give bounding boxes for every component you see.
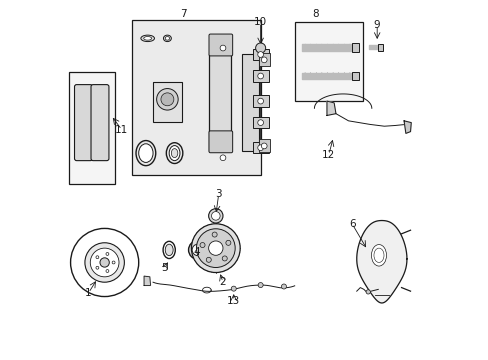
Bar [69,72,115,184]
Circle shape [85,243,124,282]
Ellipse shape [165,244,173,256]
Ellipse shape [141,35,154,41]
Circle shape [231,286,236,291]
Ellipse shape [166,143,183,163]
Circle shape [257,98,263,104]
Ellipse shape [163,241,175,258]
Circle shape [208,241,223,255]
Circle shape [225,240,230,245]
Polygon shape [403,121,410,134]
Ellipse shape [371,244,386,266]
FancyBboxPatch shape [208,131,232,153]
FancyBboxPatch shape [74,85,92,161]
Bar [351,72,358,80]
Circle shape [261,143,266,149]
Text: 12: 12 [322,150,335,160]
Ellipse shape [165,37,169,40]
Ellipse shape [139,144,153,162]
Circle shape [255,43,265,53]
Bar [252,95,268,107]
Circle shape [220,155,225,161]
Polygon shape [326,101,335,116]
Text: 4: 4 [193,247,200,257]
Polygon shape [356,221,406,303]
Bar [252,142,268,153]
Circle shape [211,212,220,220]
Circle shape [208,209,223,223]
Circle shape [206,257,211,262]
Circle shape [156,89,178,110]
Text: 10: 10 [254,17,266,27]
Circle shape [258,283,263,288]
Text: 9: 9 [373,20,380,30]
Ellipse shape [163,35,171,41]
Circle shape [191,224,240,273]
Text: 7: 7 [180,9,186,19]
Circle shape [106,252,109,255]
Circle shape [257,120,263,126]
Bar [252,117,268,129]
Circle shape [222,256,227,261]
Bar [252,70,268,82]
Circle shape [212,232,217,237]
Bar [351,43,358,51]
Text: 8: 8 [311,9,318,19]
Circle shape [100,258,109,267]
Circle shape [257,51,263,57]
Text: 13: 13 [226,296,240,306]
Bar [252,49,268,60]
Ellipse shape [171,149,178,158]
Circle shape [196,229,235,267]
Circle shape [261,57,266,63]
Circle shape [112,261,115,264]
Bar [258,139,269,152]
Text: 2: 2 [219,277,226,287]
Circle shape [106,270,109,273]
Ellipse shape [169,145,180,161]
Circle shape [70,228,139,297]
Bar [209,54,230,151]
Circle shape [257,145,263,150]
FancyBboxPatch shape [91,85,109,161]
Text: 11: 11 [115,125,128,135]
Text: 1: 1 [85,288,92,298]
Circle shape [90,248,119,277]
Circle shape [200,243,204,248]
Circle shape [366,290,369,294]
Ellipse shape [136,140,155,166]
Text: 5: 5 [161,263,168,273]
Bar [378,44,383,50]
Circle shape [96,266,99,269]
Bar [258,53,269,66]
Circle shape [161,93,174,106]
Circle shape [257,73,263,79]
Ellipse shape [143,37,151,40]
Circle shape [192,244,203,256]
Text: 3: 3 [215,189,222,199]
Bar [153,82,182,122]
Circle shape [188,240,207,259]
Text: 6: 6 [348,219,355,229]
Polygon shape [144,276,150,285]
Circle shape [96,256,99,258]
Bar [294,22,362,101]
Circle shape [220,45,225,51]
FancyBboxPatch shape [208,34,232,56]
Bar [241,54,258,151]
Bar [131,21,260,175]
Circle shape [281,284,286,289]
